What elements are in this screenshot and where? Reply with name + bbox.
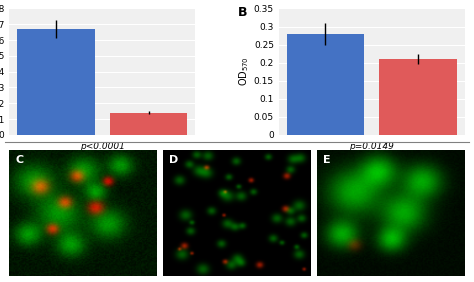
Text: B: B [238, 6, 247, 19]
Bar [286, 34, 364, 135]
Bar [110, 113, 188, 135]
Text: p<0.0001: p<0.0001 [80, 142, 125, 151]
Text: D: D [169, 155, 178, 165]
Text: E: E [323, 155, 330, 165]
Bar [17, 29, 95, 135]
Y-axis label: OD$_{570}$: OD$_{570}$ [237, 57, 251, 86]
Text: C: C [15, 155, 24, 165]
Bar [379, 59, 457, 135]
Text: p=0.0149: p=0.0149 [349, 142, 394, 151]
